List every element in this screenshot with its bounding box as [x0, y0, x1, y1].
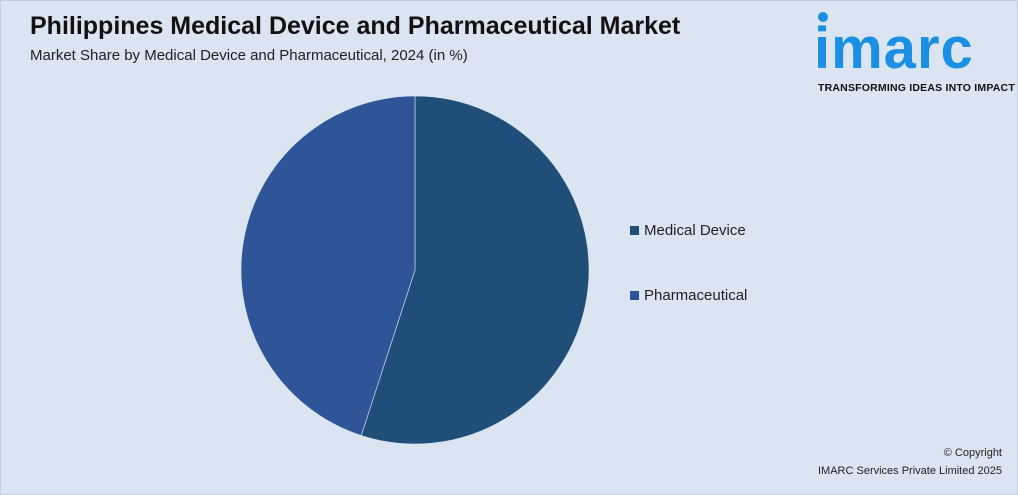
pie-chart [240, 95, 590, 445]
pie-slices [240, 95, 590, 445]
copyright-company: IMARC Services Private Limited 2025 [817, 465, 1002, 477]
pie-slice-medical-device [360, 95, 590, 445]
copyright-line: © Copyright [943, 447, 1002, 459]
copyright-notice: © Copyright IMARC Services Private Limit… [818, 444, 1002, 480]
legend-swatch [630, 225, 639, 235]
imarc-logo: imarc TRANSFORMING IDEAS INTO IMPACT [808, 10, 1015, 98]
legend-label: Pharmaceutical [644, 286, 748, 304]
logo-dot-icon [818, 12, 828, 22]
legend-swatch [630, 290, 639, 300]
chart-title: Philippines Medical Device and Pharmaceu… [30, 12, 681, 40]
legend-label: Medical Device [644, 221, 746, 239]
logo-wordmark: imarc [814, 16, 974, 81]
legend-item-pharmaceutical: Pharmaceutical [630, 283, 747, 307]
chart-subtitle: Market Share by Medical Device and Pharm… [30, 47, 468, 64]
legend-item-medical-device: Medical Device [630, 218, 747, 242]
pie-slice-pharmaceutical [240, 95, 416, 436]
chart-legend: Medical Device Pharmaceutical [630, 218, 747, 348]
logo-tagline: TRANSFORMING IDEAS INTO IMPACT [818, 82, 1015, 94]
